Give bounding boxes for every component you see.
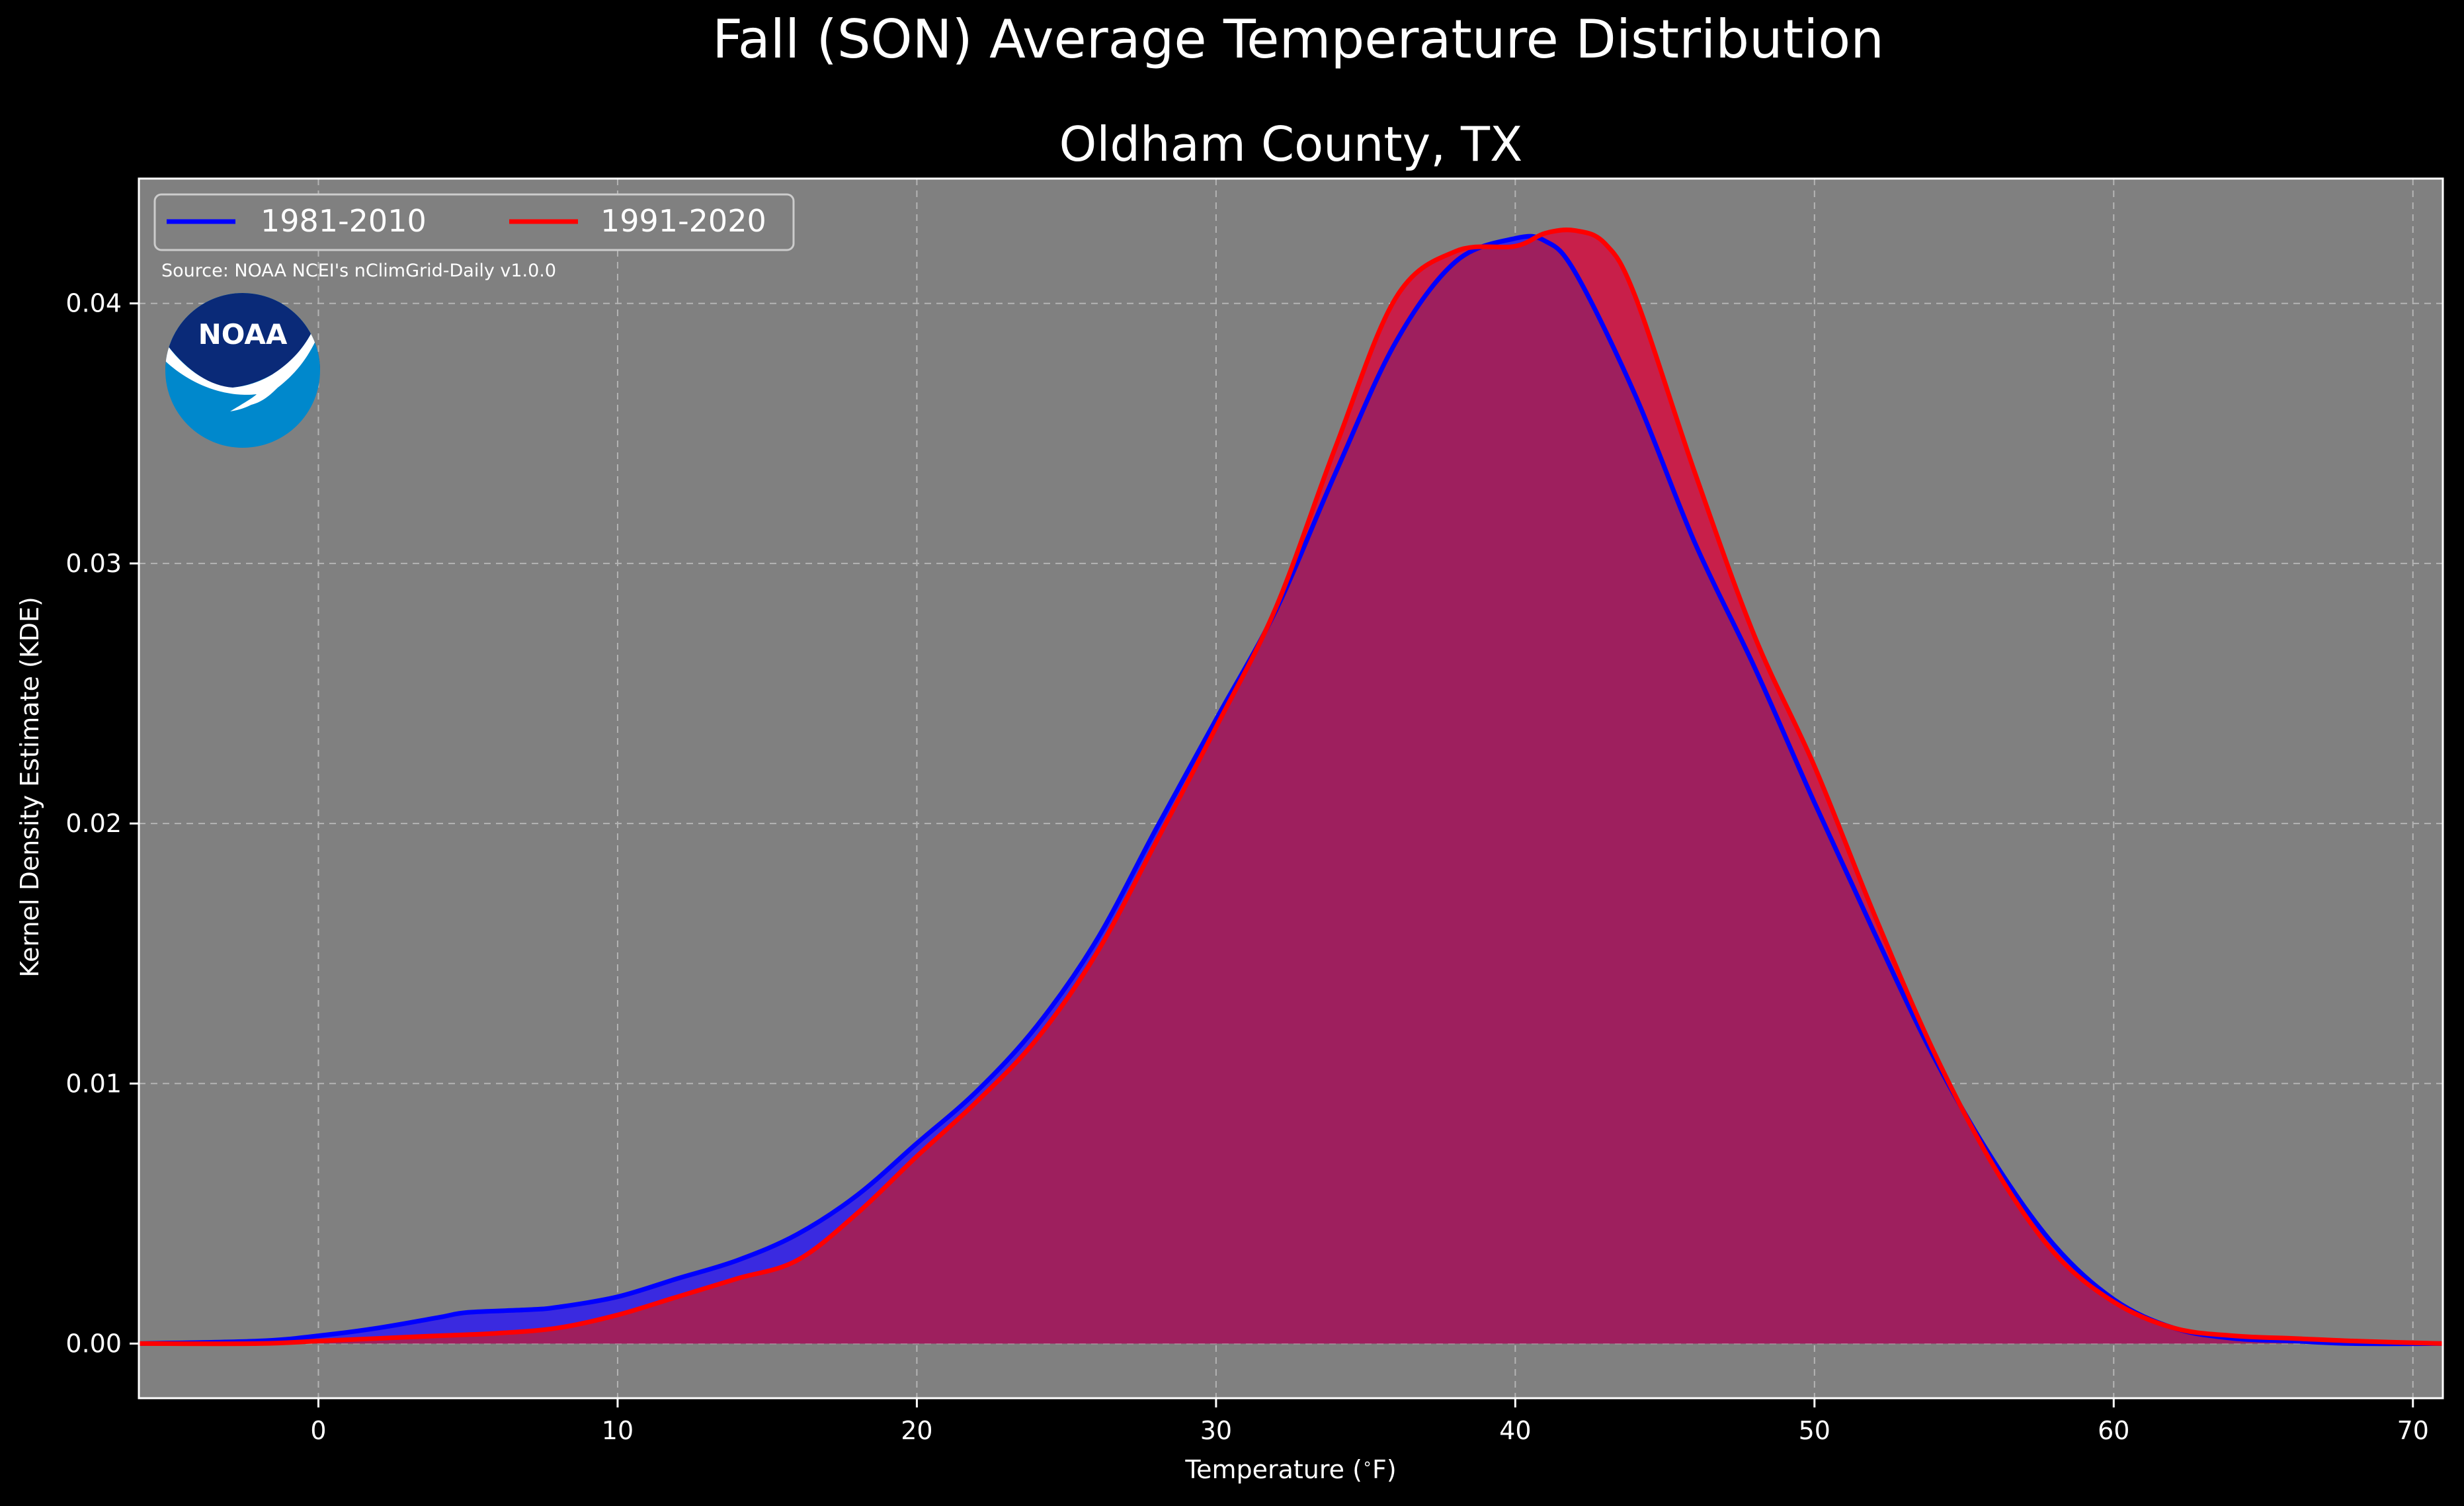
x-tick-label: 40: [1499, 1416, 1531, 1445]
y-tick-label: 0.00: [65, 1329, 122, 1358]
line-1991-2020: [139, 228, 2443, 1347]
x-tick-label: 50: [1799, 1416, 1830, 1445]
y-tick-label: 0.03: [65, 549, 122, 578]
legend-box: [153, 193, 795, 251]
chart-title: Oldham County, TX: [1059, 116, 1523, 172]
plot-frame: [138, 177, 2444, 1400]
y-tick-label: 0.01: [65, 1069, 122, 1098]
figure-title: Fall (SON) Average Temperature Distribut…: [712, 9, 1884, 70]
noaa-logo-text: NOAA: [198, 318, 288, 351]
x-tick-label: 20: [901, 1416, 932, 1445]
y-tick-label: 0.02: [65, 809, 122, 838]
source-note: Source: NOAA NCEI's nClimGrid-Daily v1.0…: [161, 261, 556, 281]
legend-label-1981-2010: 1981-2010: [261, 203, 427, 239]
x-tick-label: 10: [602, 1416, 634, 1445]
x-tick-label: 30: [1200, 1416, 1232, 1445]
x-tick-label: 70: [2397, 1416, 2429, 1445]
line-1981-2010: [139, 233, 2443, 1347]
noaa-logo: NOAA: [165, 293, 320, 448]
y-tick-label: 0.04: [65, 289, 122, 318]
x-tick-label: 60: [2098, 1416, 2129, 1445]
x-tick-label: 0: [310, 1416, 326, 1445]
x-axis-label: Temperature (∘F): [1184, 1454, 1396, 1484]
legend-label-1991-2020: 1991-2020: [600, 203, 766, 239]
overlap-area: [139, 236, 2443, 1344]
x-axis-ticks: 0 10 20 30 40 50 60 70: [310, 1398, 2429, 1445]
y-axis-ticks: 0.00 0.01 0.02 0.03 0.04: [65, 289, 139, 1358]
y-axis-label: Kernel Density Estimate (KDE): [15, 597, 44, 978]
legend: 1981-2010 1991-2020: [153, 193, 795, 251]
